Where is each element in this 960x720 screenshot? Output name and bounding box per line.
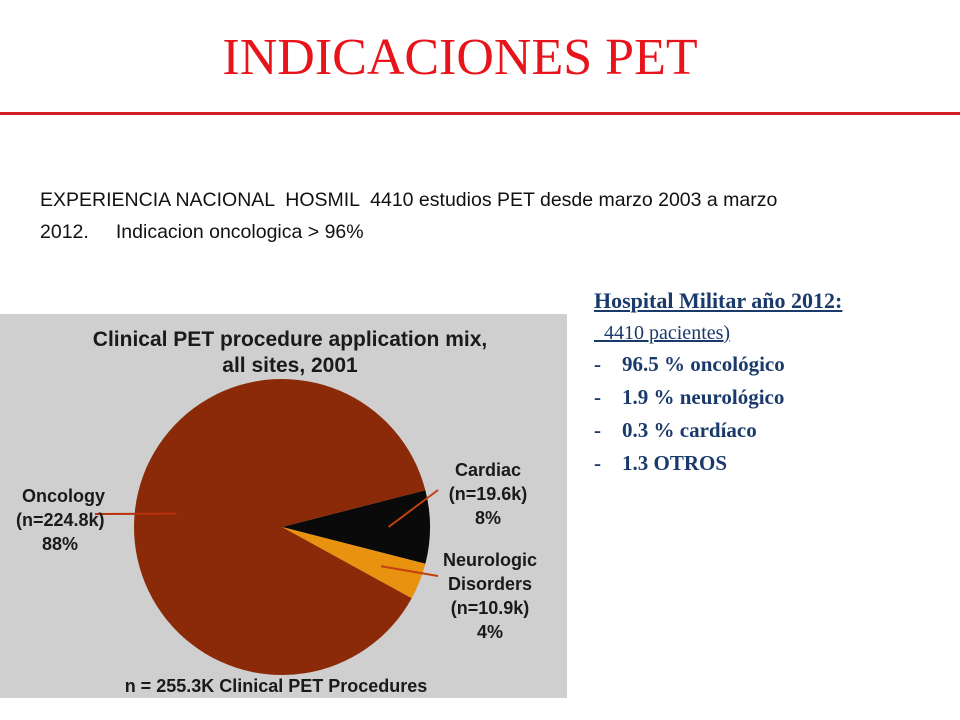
list-dash: - (594, 451, 601, 475)
intro-line-2: 2012. Indicacion oncologica > 96% (40, 221, 364, 243)
list-dash: - (594, 385, 601, 409)
stats-item: -1.9 % neurológico (594, 381, 934, 414)
stats-subheading: 4410 pacientes) (594, 322, 731, 344)
label-oncology-name: Oncology (22, 486, 105, 506)
stats-item-text: 0.3 % cardíaco (622, 418, 757, 442)
stats-item: -0.3 % cardíaco (594, 414, 934, 447)
stats-heading: Hospital Militar año 2012: (594, 288, 843, 313)
label-neuro-n: (n=10.9k) (451, 598, 530, 618)
label-neuro-name-1: Neurologic (443, 550, 537, 570)
label-oncology-n: (n=224.8k) (16, 510, 105, 530)
label-neuro-name-2: Disorders (448, 574, 532, 594)
leader-neurologic (380, 565, 439, 577)
slide-title: INDICACIONES PET (222, 29, 698, 86)
slice-cardiac (282, 490, 431, 564)
slice-neurologic (282, 527, 426, 599)
chart-title-line-2: all sites, 2001 (222, 354, 358, 377)
stats-list: -96.5 % oncológico -1.9 % neurológico -0… (594, 348, 934, 480)
label-cardiac-pct: 8% (475, 508, 501, 528)
label-neuro-pct: 4% (477, 622, 503, 642)
pie-chart: Clinical PET procedure application mix, … (16, 328, 537, 696)
pie-leader-lines (94, 489, 439, 577)
label-cardiac-n: (n=19.6k) (449, 484, 528, 504)
list-dash: - (594, 352, 601, 376)
hospital-stats: Hospital Militar año 2012: 4410 paciente… (594, 284, 934, 480)
pie-chart-panel: Clinical PET procedure application mix, … (0, 314, 567, 698)
stats-item: -96.5 % oncológico (594, 348, 934, 381)
intro-text: EXPERIENCIA NACIONAL HOSMIL 4410 estudio… (40, 184, 930, 248)
stats-item-text: 96.5 % oncológico (622, 352, 785, 376)
label-cardiac-name: Cardiac (455, 460, 521, 480)
slice-oncology (133, 378, 426, 675)
chart-footer: n = 255.3K Clinical PET Procedures (125, 676, 428, 696)
stats-item: -1.3 OTROS (594, 447, 934, 480)
intro-line-1: EXPERIENCIA NACIONAL HOSMIL 4410 estudio… (40, 189, 778, 211)
pie-slices (133, 378, 431, 675)
stats-item-text: 1.3 OTROS (622, 451, 728, 475)
list-dash: - (594, 418, 601, 442)
stats-item-text: 1.9 % neurológico (622, 385, 785, 409)
chart-title-line-1: Clinical PET procedure application mix, (93, 328, 487, 351)
leader-cardiac (388, 489, 439, 528)
title-divider (0, 112, 960, 115)
label-oncology-pct: 88% (42, 534, 78, 554)
